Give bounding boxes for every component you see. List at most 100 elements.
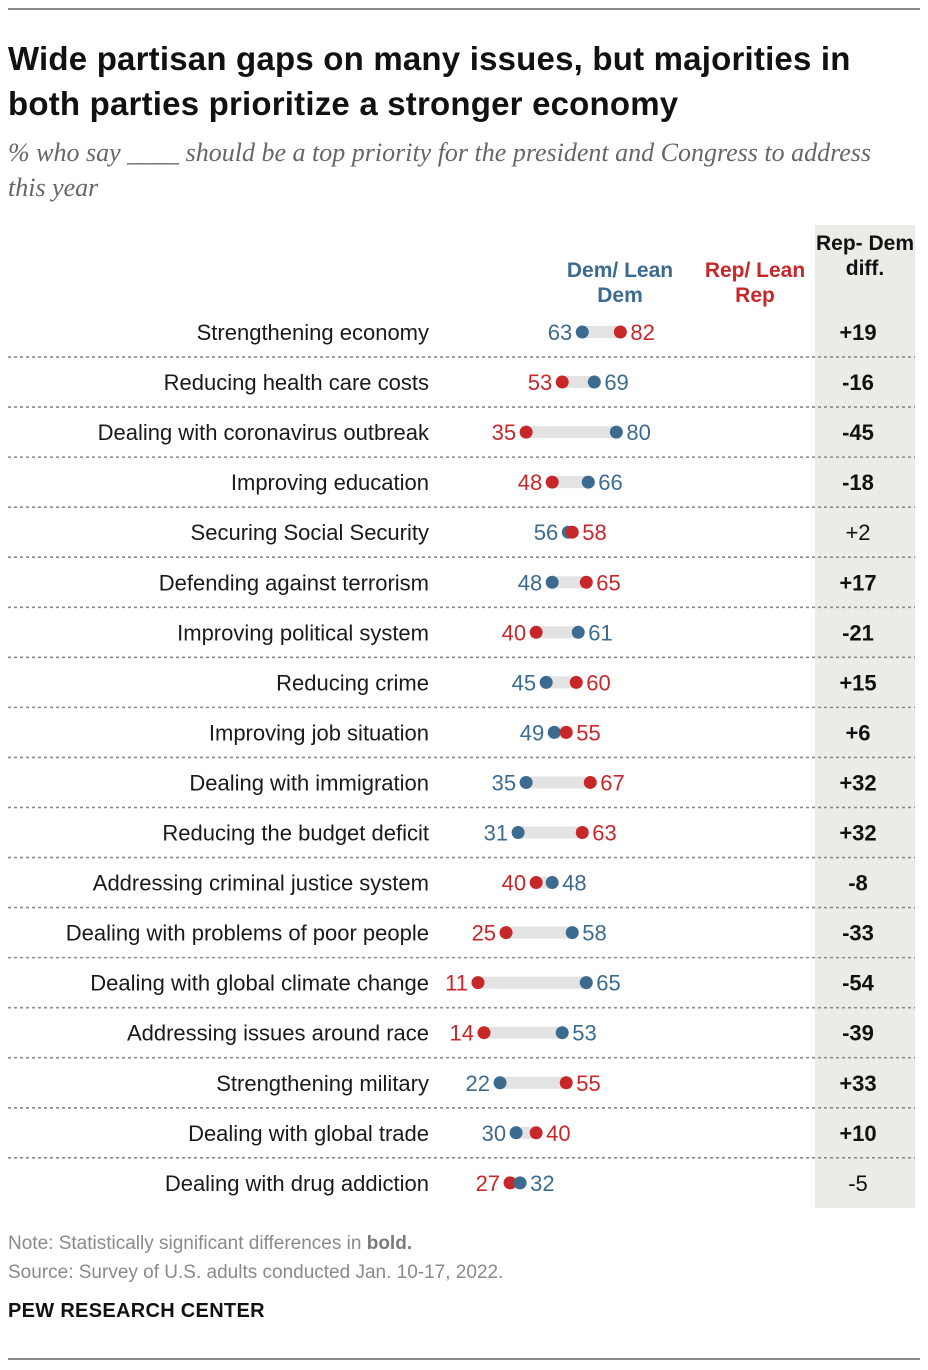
dem-dot	[565, 926, 579, 940]
rep-value-label: 53	[528, 370, 552, 395]
rep-dot	[583, 775, 597, 789]
diff-value: -5	[848, 1171, 868, 1196]
rep-dot	[555, 375, 569, 389]
range-bar	[546, 676, 577, 689]
dem-dot	[609, 425, 623, 439]
dem-dot	[555, 1026, 569, 1040]
rep-dot	[565, 525, 579, 539]
rep-dot	[503, 1176, 517, 1190]
dem-dot	[547, 725, 561, 739]
dem-value-label: 22	[466, 1071, 490, 1096]
dem-dot	[545, 575, 559, 589]
chart-title: Wide partisan gaps on many issues, but m…	[8, 40, 851, 122]
rep-dot	[529, 876, 543, 890]
diff-value: -18	[842, 470, 874, 495]
dem-value-label: 69	[604, 370, 628, 395]
brand-logo-text: PEW RESEARCH CENTER	[8, 1300, 265, 1322]
dem-dot	[575, 325, 589, 339]
range-bar	[552, 476, 589, 489]
row-label: Addressing issues around race	[127, 1021, 429, 1046]
rep-dot	[529, 625, 543, 639]
dem-value-label: 48	[518, 570, 542, 595]
range-bar	[552, 576, 587, 589]
header-rep: Rep/ Lean Rep	[704, 259, 806, 307]
note-bold: bold.	[366, 1233, 413, 1254]
rep-dot	[529, 1126, 543, 1140]
range-bar	[500, 1076, 567, 1089]
dem-dot	[519, 775, 533, 789]
source: Source: Survey of U.S. adults conducted …	[8, 1262, 504, 1283]
row-label: Securing Social Security	[191, 520, 429, 545]
range-bar	[483, 1026, 563, 1039]
diff-value: -45	[842, 420, 874, 445]
rep-value-label: 67	[600, 770, 624, 795]
rep-value-label: 60	[586, 670, 610, 695]
diff-value: -39	[842, 1021, 874, 1046]
row-label: Addressing criminal justice system	[93, 871, 429, 896]
rep-dot	[579, 575, 593, 589]
bottom-rule	[8, 1358, 920, 1360]
diff-value: +2	[845, 520, 870, 545]
dem-value-label: 31	[484, 821, 508, 846]
row-label: Improving education	[231, 470, 429, 495]
header-diff: Rep- Dem diff.	[815, 232, 915, 280]
diff-value: -16	[842, 370, 874, 395]
dem-dot	[571, 625, 585, 639]
row-label: Dealing with problems of poor people	[66, 921, 429, 946]
dem-value-label: 30	[482, 1121, 506, 1146]
header-dem: Dem/ Lean Dem	[566, 259, 674, 307]
range-bar	[526, 776, 591, 789]
diff-value: +10	[839, 1121, 876, 1146]
rep-dot	[519, 425, 533, 439]
diff-value: +32	[839, 770, 876, 795]
dem-dot	[511, 826, 525, 839]
dem-dot	[509, 1126, 523, 1140]
row-label: Dealing with global climate change	[90, 971, 429, 996]
rep-dot	[545, 475, 559, 489]
rep-value-label: 40	[502, 620, 526, 645]
rep-value-label: 40	[502, 871, 526, 896]
note: Note: Statistically significant differen…	[8, 1229, 412, 1258]
range-bar	[518, 826, 583, 839]
dot-plot: Strengthening economy 63 82 +19 Reducing hea…	[8, 320, 915, 1196]
dem-value-label: 61	[588, 620, 612, 645]
dem-dot	[587, 375, 601, 389]
rep-value-label: 25	[472, 921, 496, 946]
rep-dot	[499, 926, 513, 940]
dem-dot	[539, 675, 553, 689]
dem-value-label: 66	[598, 470, 622, 495]
row-label: Dealing with coronavirus outbreak	[98, 420, 430, 445]
row-label: Reducing the budget deficit	[162, 821, 429, 846]
dem-value-label: 80	[626, 420, 650, 445]
diff-column-background	[815, 225, 915, 1208]
rep-value-label: 40	[546, 1121, 570, 1146]
dem-value-label: 58	[582, 921, 606, 946]
rep-value-label: 63	[592, 821, 616, 846]
rep-dot	[559, 725, 573, 739]
diff-value: +17	[839, 570, 876, 595]
rep-dot	[569, 675, 583, 689]
dem-value-label: 32	[530, 1171, 554, 1196]
row-label: Improving political system	[177, 620, 429, 645]
dem-value-label: 65	[596, 971, 620, 996]
range-bar	[477, 976, 587, 989]
row-label: Dealing with global trade	[188, 1121, 429, 1146]
rep-dot	[575, 826, 589, 839]
diff-value: +19	[839, 320, 876, 345]
row-label: Defending against terrorism	[159, 570, 429, 595]
rep-dot	[471, 976, 485, 990]
dem-value-label: 56	[534, 520, 558, 545]
top-rule	[8, 8, 920, 10]
chart-subtitle: % who say ____ should be a top priority …	[8, 138, 872, 202]
dem-dot	[579, 976, 593, 990]
rep-dot	[559, 1076, 573, 1090]
row-label: Reducing health care costs	[164, 370, 429, 395]
dem-value-label: 53	[572, 1021, 596, 1046]
dem-dot	[545, 876, 559, 890]
rep-value-label: 27	[476, 1171, 500, 1196]
dem-value-label: 45	[512, 670, 536, 695]
row-label: Improving job situation	[209, 720, 429, 745]
diff-value: -33	[842, 921, 874, 946]
rep-value-label: 55	[576, 720, 600, 745]
row-label: Dealing with immigration	[189, 770, 429, 795]
